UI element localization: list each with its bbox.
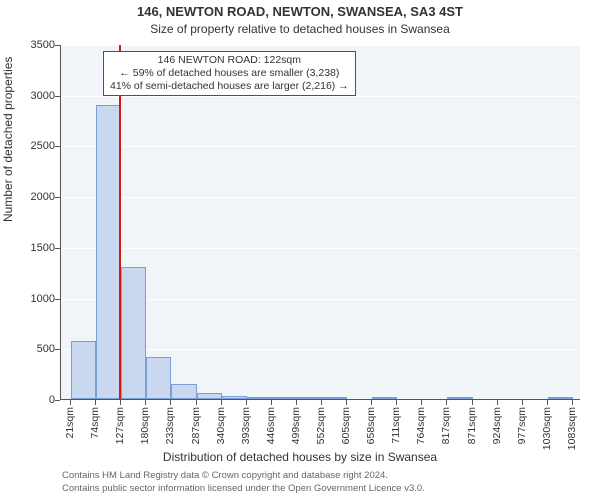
x-tick-label: 1083sqm xyxy=(566,407,578,450)
property-marker-line xyxy=(119,45,121,399)
y-tick-label: 3000 xyxy=(5,90,55,102)
x-tick-label: 871sqm xyxy=(466,407,478,444)
histogram-bar xyxy=(247,397,272,399)
histogram-bar xyxy=(171,384,197,399)
histogram-bar xyxy=(447,397,473,399)
chart-title-main: 146, NEWTON ROAD, NEWTON, SWANSEA, SA3 4… xyxy=(0,4,600,19)
annotation-info-box: 146 NEWTON ROAD: 122sqm ← 59% of detache… xyxy=(103,51,356,96)
x-tick xyxy=(321,400,322,405)
x-tick xyxy=(346,400,347,405)
x-tick xyxy=(95,400,96,405)
x-tick-label: 552sqm xyxy=(315,407,327,444)
x-tick xyxy=(246,400,247,405)
x-tick-label: 233sqm xyxy=(164,407,176,444)
x-tick-label: 605sqm xyxy=(340,407,352,444)
x-axis-label: Distribution of detached houses by size … xyxy=(0,450,600,464)
x-tick xyxy=(271,400,272,405)
x-tick xyxy=(120,400,121,405)
gridline xyxy=(61,248,580,249)
gridline xyxy=(61,197,580,198)
histogram-bar xyxy=(121,267,146,399)
histogram-bar xyxy=(222,396,247,399)
x-tick xyxy=(70,400,71,405)
histogram-bar xyxy=(548,397,573,399)
x-tick-label: 180sqm xyxy=(139,407,151,444)
histogram-bar xyxy=(372,397,397,399)
x-tick xyxy=(296,400,297,405)
histogram-bar xyxy=(322,397,347,399)
x-tick xyxy=(170,400,171,405)
x-tick-label: 340sqm xyxy=(215,407,227,444)
y-tick-label: 1500 xyxy=(5,242,55,254)
x-tick-label: 446sqm xyxy=(265,407,277,444)
x-tick-label: 21sqm xyxy=(64,407,76,439)
x-tick xyxy=(572,400,573,405)
y-tick-label: 2000 xyxy=(5,191,55,203)
y-tick-label: 1000 xyxy=(5,293,55,305)
figure-container: 146, NEWTON ROAD, NEWTON, SWANSEA, SA3 4… xyxy=(0,0,600,500)
y-tick xyxy=(55,146,60,147)
x-tick-label: 817sqm xyxy=(440,407,452,444)
x-tick xyxy=(371,400,372,405)
footer-line-1: Contains HM Land Registry data © Crown c… xyxy=(62,470,388,481)
x-tick-label: 287sqm xyxy=(190,407,202,444)
histogram-bar xyxy=(197,393,222,399)
histogram-bar xyxy=(71,341,96,399)
info-line-1: 146 NEWTON ROAD: 122sqm xyxy=(110,54,349,67)
x-tick xyxy=(472,400,473,405)
y-tick xyxy=(55,45,60,46)
x-tick xyxy=(421,400,422,405)
y-tick xyxy=(55,248,60,249)
histogram-bar xyxy=(96,105,121,399)
y-tick-label: 3500 xyxy=(5,39,55,51)
info-line-2: ← 59% of detached houses are smaller (3,… xyxy=(110,67,349,80)
x-tick xyxy=(522,400,523,405)
x-tick-label: 658sqm xyxy=(365,407,377,444)
y-tick xyxy=(55,299,60,300)
x-tick-label: 711sqm xyxy=(390,407,402,444)
x-tick xyxy=(396,400,397,405)
x-tick-label: 127sqm xyxy=(114,407,126,444)
x-tick xyxy=(196,400,197,405)
x-tick xyxy=(145,400,146,405)
x-tick-label: 499sqm xyxy=(290,407,302,444)
y-tick xyxy=(55,349,60,350)
x-tick-label: 924sqm xyxy=(491,407,503,444)
x-tick xyxy=(497,400,498,405)
histogram-bar xyxy=(297,397,322,399)
plot-area: 146 NEWTON ROAD: 122sqm ← 59% of detache… xyxy=(60,45,580,400)
y-tick-label: 2500 xyxy=(5,140,55,152)
y-tick-label: 0 xyxy=(5,394,55,406)
x-tick-label: 1030sqm xyxy=(541,407,553,450)
footer-line-2: Contains public sector information licen… xyxy=(62,483,425,494)
gridline xyxy=(61,146,580,147)
chart-title-sub: Size of property relative to detached ho… xyxy=(0,22,600,36)
x-tick-label: 74sqm xyxy=(89,407,101,439)
y-tick xyxy=(55,197,60,198)
x-tick-label: 764sqm xyxy=(415,407,427,444)
y-tick xyxy=(55,400,60,401)
histogram-bar xyxy=(272,397,297,399)
x-tick xyxy=(547,400,548,405)
gridline xyxy=(61,45,580,46)
info-line-3: 41% of semi-detached houses are larger (… xyxy=(110,80,349,93)
x-tick xyxy=(221,400,222,405)
y-tick xyxy=(55,96,60,97)
x-tick-label: 977sqm xyxy=(516,407,528,444)
histogram-bar xyxy=(146,357,171,399)
x-tick-label: 393sqm xyxy=(240,407,252,444)
x-tick xyxy=(446,400,447,405)
y-tick-label: 500 xyxy=(5,343,55,355)
